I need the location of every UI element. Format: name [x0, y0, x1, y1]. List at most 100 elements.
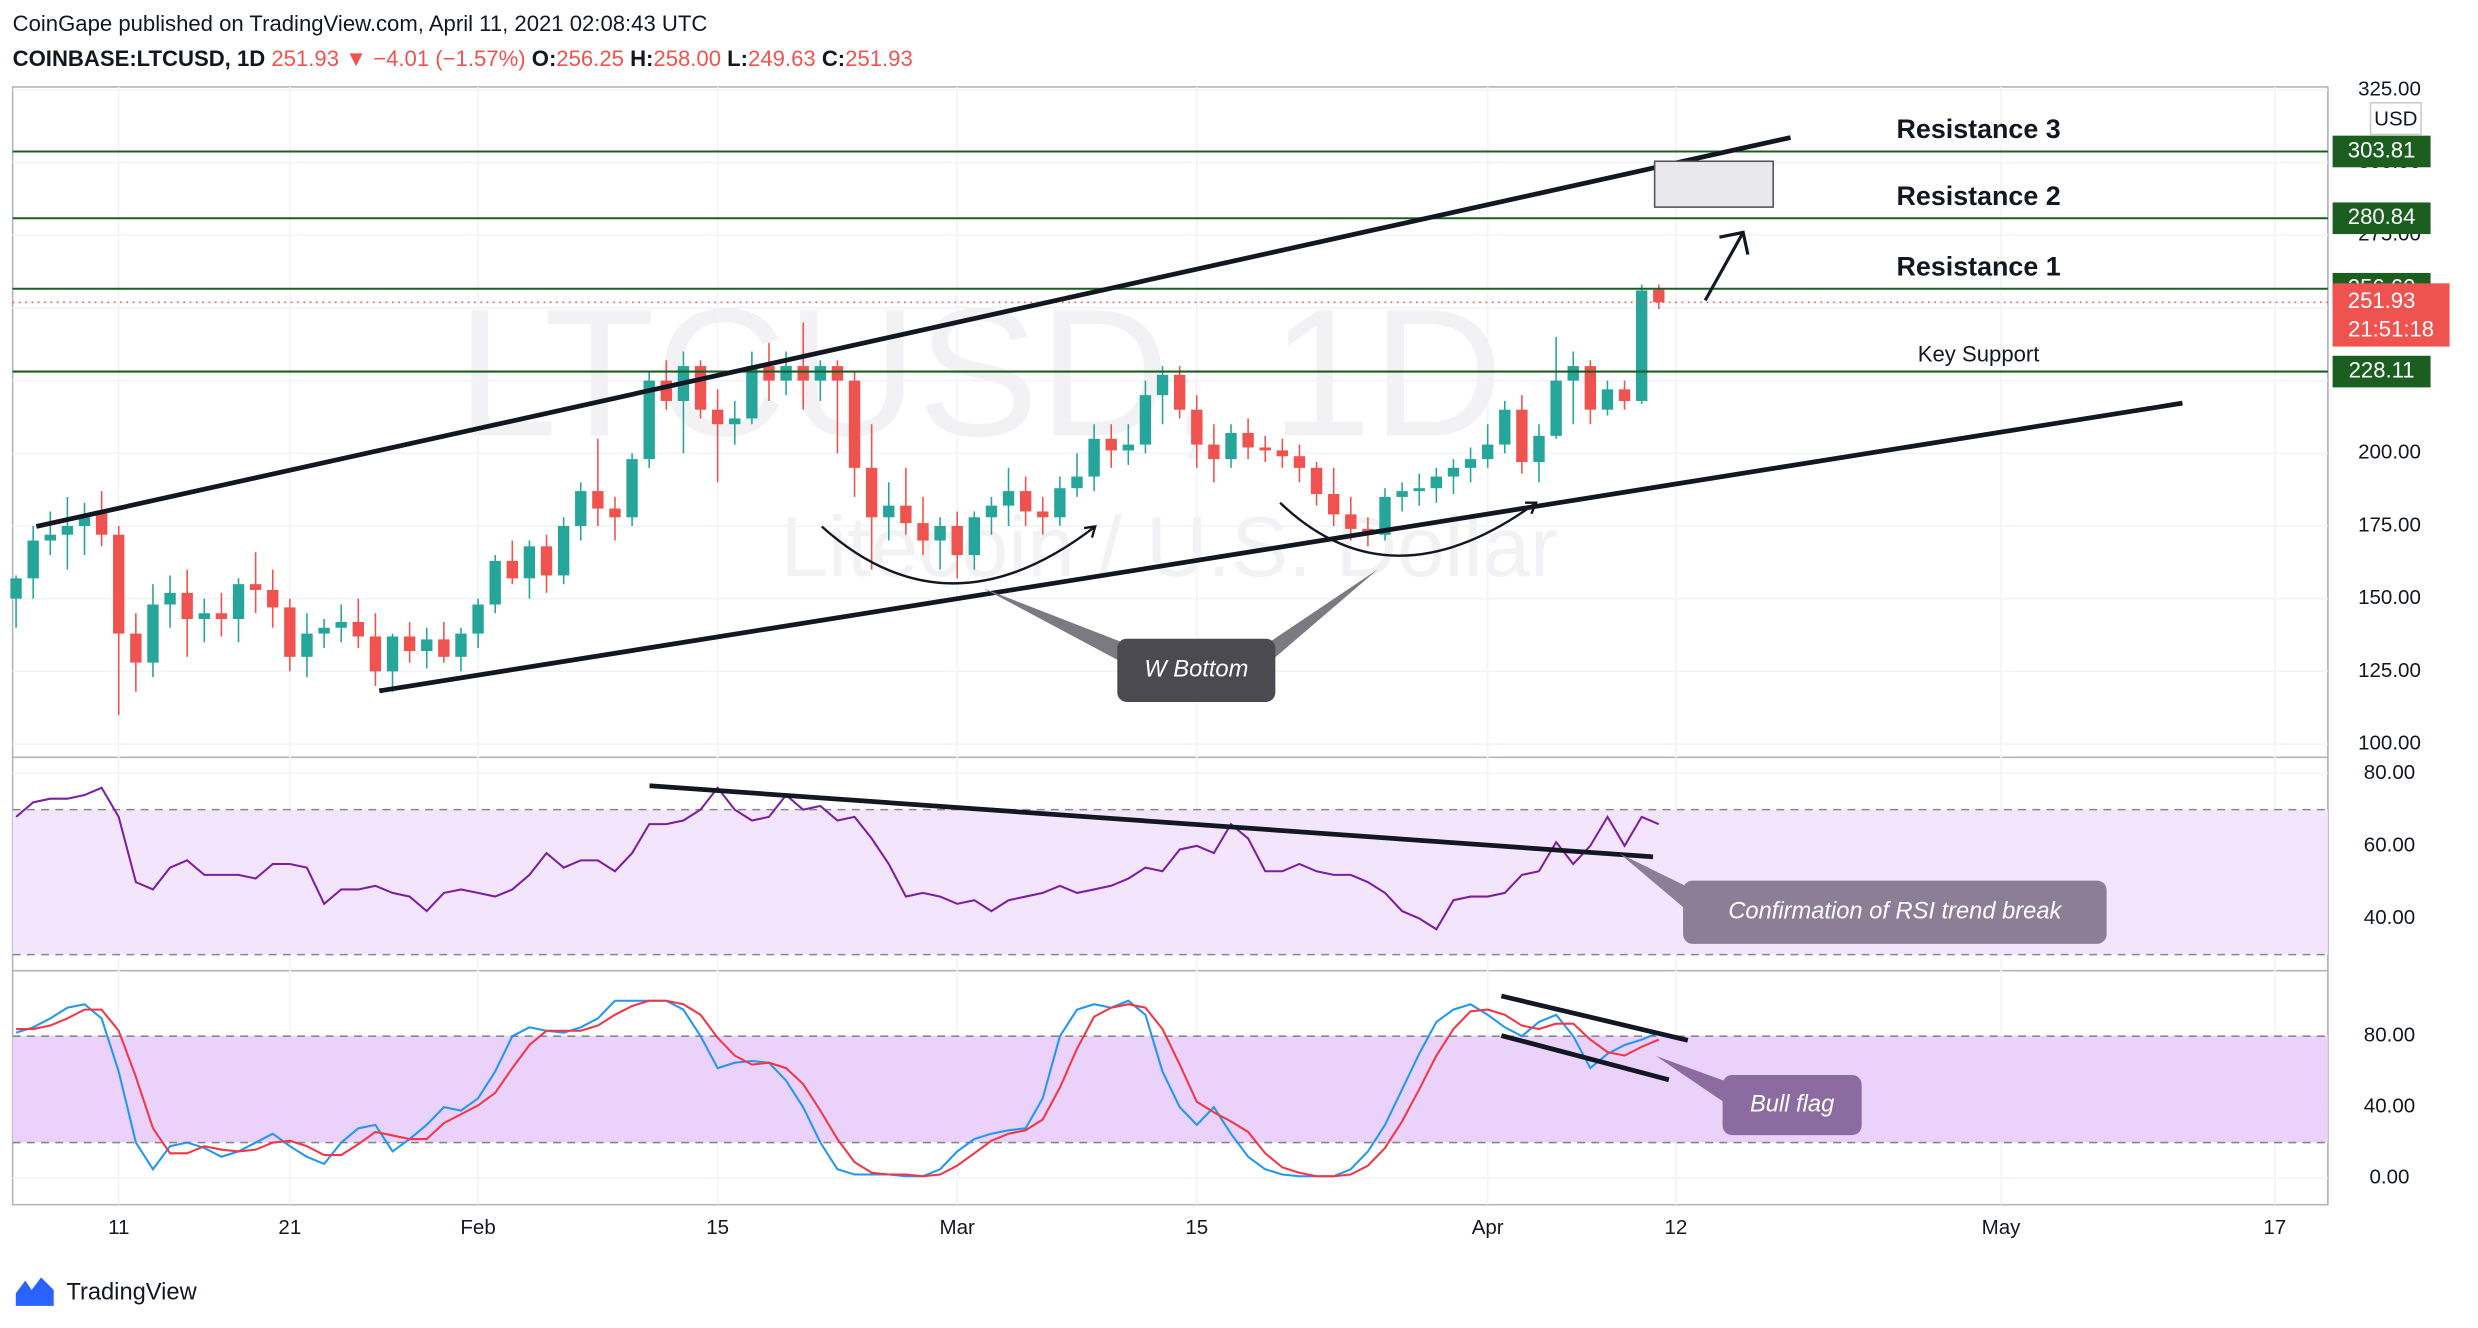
candle-body: [249, 584, 262, 590]
candle-body: [626, 459, 638, 518]
candle-body: [763, 366, 775, 381]
candle-body: [711, 409, 724, 425]
candle-body: [1601, 389, 1614, 410]
candle-body: [215, 613, 228, 620]
callout-pointer: [1656, 1056, 1731, 1107]
y-tick-label: 60.00: [2364, 833, 2415, 856]
candle-body: [1447, 467, 1460, 477]
candle-body: [814, 366, 827, 381]
y-tick-label: 80.00: [2364, 1024, 2415, 1047]
candle-body: [1635, 290, 1648, 401]
candle-body: [848, 380, 861, 468]
symbol: COINBASE:LTCUSD, 1D: [13, 46, 266, 71]
w-arc: [820, 525, 1096, 585]
watermark-subtitle: Litecoin / U.S. Dollar: [781, 500, 1559, 595]
candle-body: [900, 505, 912, 524]
candle-body: [164, 592, 176, 605]
currency-box: [2369, 101, 2422, 136]
candle-body: [1156, 374, 1169, 396]
candle-body: [1139, 395, 1152, 445]
candle-body: [1430, 476, 1443, 489]
close: 251.93: [845, 46, 913, 71]
arc-head: [1525, 501, 1538, 515]
candle-body: [1208, 444, 1220, 460]
y-tick-label: 325.00: [2358, 77, 2421, 100]
callout-box: [1117, 638, 1276, 702]
candle-body: [831, 366, 844, 381]
x-tick-label: 12: [1664, 1216, 1687, 1239]
candle-body: [130, 633, 142, 663]
arrow: [1703, 231, 1745, 302]
candle-body: [1242, 432, 1254, 448]
l-label: L:: [727, 46, 748, 71]
logo: [15, 1277, 54, 1306]
candle-body: [44, 534, 56, 541]
candle-body: [1396, 491, 1408, 497]
drawings: W Bottom Confirmation of RSI trend break…: [35, 135, 2183, 1136]
candle-body: [455, 633, 467, 657]
candle-body: [1653, 289, 1665, 303]
price-tag: [2332, 355, 2431, 388]
candle-body: [609, 508, 621, 518]
y-tick-label: 40.00: [2364, 1095, 2415, 1118]
candle-body: [147, 604, 159, 663]
brand: TradingView: [66, 1279, 197, 1305]
candle-body: [198, 613, 210, 620]
candle-body: [1105, 438, 1117, 451]
candle-body: [557, 525, 570, 576]
x-tick-label: Feb: [460, 1216, 495, 1239]
candle-body: [592, 491, 604, 509]
candle-body: [489, 560, 501, 605]
candle-body: [1173, 374, 1186, 410]
x-tick-label: Mar: [940, 1216, 976, 1239]
candle-body: [883, 505, 895, 518]
x-tick-label: 15: [706, 1216, 729, 1239]
candle-body: [267, 589, 279, 608]
candle-body: [438, 639, 450, 657]
arrow: ▼: [345, 46, 367, 71]
candle-body: [917, 523, 929, 541]
candle-body: [1054, 488, 1066, 518]
candle-body: [1499, 409, 1511, 445]
candle-body: [335, 621, 347, 628]
candle-body: [1310, 467, 1323, 495]
arc-head: [1083, 525, 1097, 538]
candle-body: [968, 517, 981, 556]
candle-body: [1225, 432, 1237, 460]
candle-body: [506, 560, 518, 579]
candle-body: [1533, 435, 1545, 463]
x-tick-label: Apr: [1472, 1216, 1504, 1239]
trendline: [378, 400, 2183, 694]
candle-body: [660, 380, 673, 401]
candle-body: [1618, 389, 1631, 401]
last: 251.93: [271, 46, 339, 71]
y-tick-label: 40.00: [2364, 906, 2415, 929]
series-line: [15, 786, 1660, 931]
flag-line: [1500, 993, 1689, 1043]
candle-body: [729, 418, 741, 425]
price-tag: [2332, 135, 2431, 168]
c-label: C:: [822, 46, 845, 71]
x-tick-label: May: [1982, 1216, 2022, 1239]
candle-body: [78, 517, 91, 526]
level-name: Resistance 2: [1896, 181, 2060, 211]
candle-body: [1071, 476, 1083, 489]
candle-body: [27, 540, 39, 579]
candle-body: [643, 380, 655, 460]
level-name: Resistance 1: [1896, 251, 2060, 281]
candle-body: [1345, 514, 1357, 529]
candle-body: [1037, 511, 1049, 518]
high: 258.00: [653, 46, 721, 71]
candle-body: [523, 546, 536, 579]
y-tick-label: 175.00: [2358, 513, 2421, 536]
target-box: [1653, 160, 1774, 208]
price-tag-label: 303.81: [2348, 137, 2416, 162]
candle-body: [10, 578, 22, 599]
candle-body: [575, 491, 587, 526]
candle-body: [61, 525, 74, 535]
candle-body: [1088, 438, 1100, 477]
candle-body: [1327, 494, 1340, 515]
x-tick-label: 15: [1185, 1216, 1208, 1239]
